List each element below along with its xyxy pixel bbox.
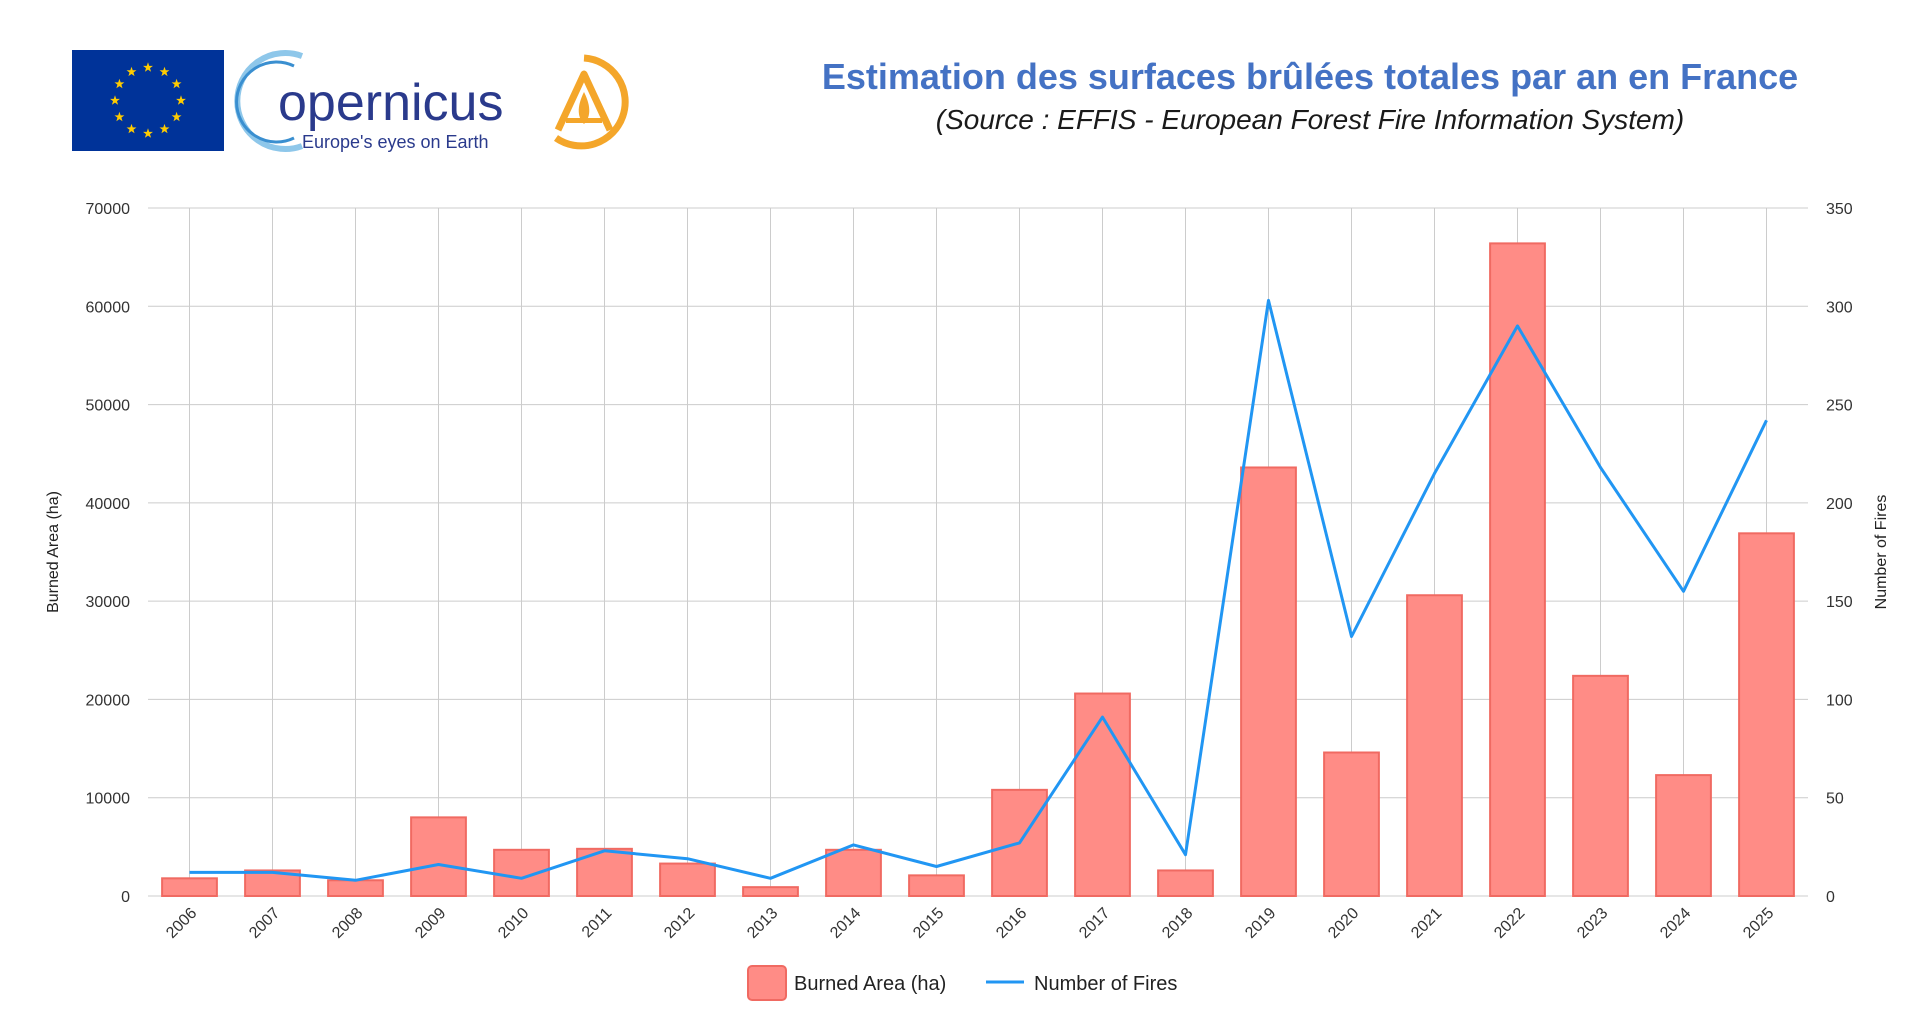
x-tick-label: 2015 (910, 905, 947, 942)
eu-star-icon (110, 95, 120, 105)
y2-axis-title: Number of Fires (1873, 495, 1890, 610)
x-tick-label: 2021 (1408, 905, 1445, 942)
y2-tick-label: 100 (1826, 692, 1853, 709)
x-tick-label: 2019 (1242, 905, 1279, 942)
bar-2008 (327, 879, 384, 898)
bar-2015 (908, 874, 965, 897)
y-tick-label: 60000 (86, 299, 131, 316)
x-tick-label: 2023 (1574, 905, 1611, 942)
eu-star-icon (171, 111, 182, 122)
x-tick-label: 2008 (329, 905, 366, 942)
y2-tick-label: 300 (1826, 299, 1853, 316)
eu-star-icon (176, 95, 186, 105)
grid-lines (148, 207, 1808, 897)
bar-2006 (161, 877, 218, 898)
eu-star-icon (159, 66, 170, 77)
bar-2017 (1074, 692, 1131, 897)
x-tick-label: 2006 (163, 905, 200, 942)
eu-star-icon (114, 111, 125, 122)
x-tick-label: 2022 (1491, 905, 1528, 942)
eu-star-icon (143, 62, 153, 72)
bar-2012 (659, 862, 716, 898)
y-tick-label: 30000 (86, 594, 131, 611)
x-tick-label: 2012 (661, 905, 698, 942)
y-tick-label: 10000 (86, 791, 131, 808)
x-tick-label: 2014 (827, 905, 864, 942)
copernicus-wordmark: opernicus (278, 74, 503, 132)
bar-2009 (410, 816, 467, 897)
bar-2014 (825, 848, 882, 898)
x-tick-label: 2007 (246, 905, 283, 942)
copernicus-tagline: Europe's eyes on Earth (302, 132, 489, 152)
eu-star-icon (126, 123, 137, 134)
line-series-number-of-fires (189, 298, 1768, 882)
y2-tick-label: 350 (1826, 201, 1853, 218)
effis-logo (554, 54, 629, 150)
legend-swatch-bar (747, 965, 787, 1001)
x-tick-label: 2020 (1325, 905, 1362, 942)
y2-tick-label: 50 (1826, 791, 1844, 808)
y2-tick-label: 150 (1826, 594, 1853, 611)
y-tick-label: 50000 (86, 398, 131, 415)
x-tick-label: 2018 (1159, 905, 1196, 942)
bar-2021 (1406, 594, 1463, 897)
eu-star-icon (126, 66, 137, 77)
bar-2022 (1489, 242, 1546, 897)
eu-star-icon (159, 123, 170, 134)
y-tick-label: 70000 (86, 201, 131, 218)
eu-star-icon (114, 78, 125, 89)
y2-tick-label: 0 (1826, 889, 1835, 906)
chart-header: opernicus Europe's eyes on Earth Estimat… (0, 0, 1920, 160)
x-tick-label: 2017 (1076, 905, 1113, 942)
y-axis-title: Burned Area (ha) (45, 491, 62, 613)
eu-star-icon (143, 128, 153, 138)
bar-2019 (1240, 466, 1297, 897)
chart-legend: Burned Area (ha) Number of Fires (747, 965, 1177, 1001)
chart-title: Estimation des surfaces brûlées totales … (821, 56, 1799, 97)
bar-series-burned-area (161, 242, 1795, 898)
legend-label-burned-area: Burned Area (ha) (794, 973, 946, 995)
x-tick-label: 2016 (993, 905, 1030, 942)
chart-subtitle: (Source : EFFIS - European Forest Fire I… (935, 104, 1685, 135)
legend-label-number-of-fires: Number of Fires (1034, 973, 1177, 995)
x-tick-label: 2025 (1740, 905, 1777, 942)
x-tick-label: 2013 (744, 905, 781, 942)
y2-tick-label: 250 (1826, 398, 1853, 415)
x-tick-label: 2009 (412, 905, 449, 942)
bar-2023 (1572, 674, 1629, 898)
y-tick-label: 20000 (86, 692, 131, 709)
eu-flag-logo (72, 50, 224, 151)
y-tick-label: 0 (121, 889, 130, 906)
bar-2018 (1157, 869, 1214, 898)
copernicus-logo: opernicus Europe's eyes on Earth (234, 50, 503, 152)
bar-2024 (1655, 774, 1712, 898)
y2-tick-label: 200 (1826, 496, 1853, 513)
eu-star-icon (171, 78, 182, 89)
x-tick-label: 2024 (1657, 905, 1694, 942)
fires-line (189, 298, 1768, 882)
x-tick-label: 2010 (495, 905, 532, 942)
x-tick-label: 2011 (579, 905, 615, 941)
bar-2025 (1738, 532, 1795, 898)
bar-2020 (1323, 751, 1380, 898)
bar-2013 (742, 886, 799, 898)
y-tick-label: 40000 (86, 496, 131, 513)
